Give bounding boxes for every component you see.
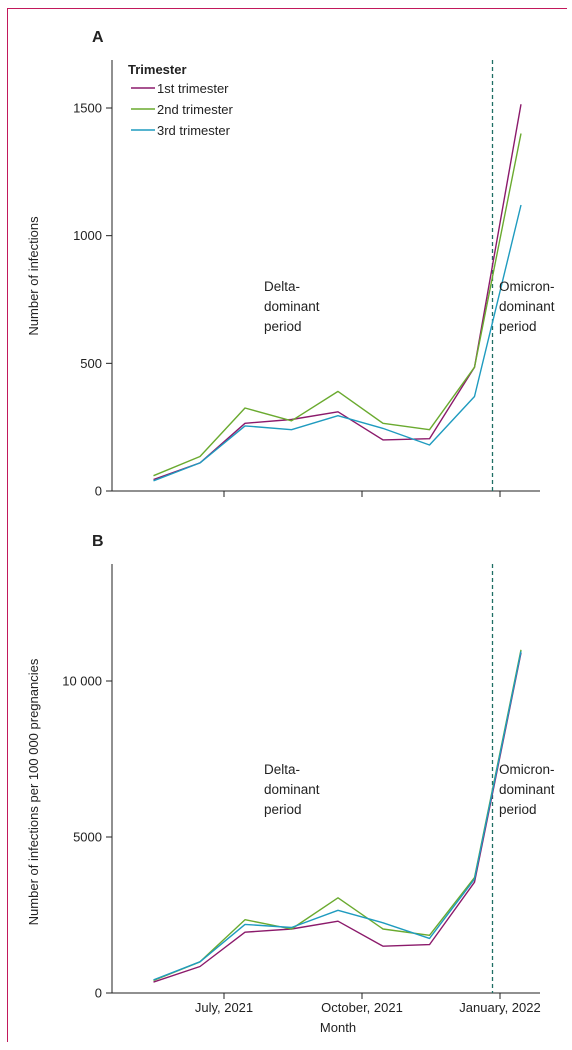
x-axis-title: Month <box>320 1020 356 1035</box>
legend-label-3rd-trimester: 3rd trimester <box>157 123 231 138</box>
y-tick-label: 500 <box>80 356 102 371</box>
panel-b-series <box>153 649 522 983</box>
panel-a: A Number of infections 0 500 1000 1500 Trim… <box>26 29 555 499</box>
omicron-annotation-line-3: period <box>499 319 537 334</box>
panel-a-series <box>153 104 522 482</box>
panel-b-y-ticks: 0 5000 10 000 <box>62 674 112 1001</box>
omicron-annotation-line-1: Omicron- <box>499 762 555 777</box>
y-tick-label: 5000 <box>73 830 102 845</box>
panel-b-x-ticks: July, 2021 October, 2021 January, 2022 <box>195 993 541 1015</box>
panel-a-letter: A <box>92 29 104 46</box>
y-tick-label: 1500 <box>73 101 102 116</box>
delta-annotation-line-2: dominant <box>264 782 320 797</box>
panel-b-line-1st-trimester <box>153 652 522 983</box>
delta-annotation-line-1: Delta- <box>264 762 300 777</box>
panel-a-omicron-annotation: Omicron- dominant period <box>499 279 555 334</box>
delta-annotation-line-3: period <box>264 319 302 334</box>
legend-label-2nd-trimester: 2nd trimester <box>157 102 234 117</box>
legend-label-1st-trimester: 1st trimester <box>157 81 229 96</box>
omicron-annotation-line-1: Omicron- <box>499 279 555 294</box>
panel-a-y-axis-title: Number of infections <box>26 216 41 336</box>
figure-frame <box>7 8 567 1042</box>
panel-a-line-3rd-trimester <box>153 204 522 482</box>
panel-b: B Number of infections per 100 000 pregn… <box>26 533 555 1035</box>
omicron-annotation-line-2: dominant <box>499 299 555 314</box>
panel-b-letter: B <box>92 533 104 550</box>
panel-b-y-axis-title: Number of infections per 100 000 pregnan… <box>26 658 41 925</box>
delta-annotation-line-1: Delta- <box>264 279 300 294</box>
panel-b-line-3rd-trimester <box>153 651 522 981</box>
panel-a-line-2nd-trimester <box>153 133 522 477</box>
panel-a-legend: Trimester 1st trimester 2nd trimester 3r… <box>128 62 234 138</box>
x-tick-label: October, 2021 <box>321 1000 403 1015</box>
y-tick-label: 1000 <box>73 228 102 243</box>
x-tick-label: January, 2022 <box>459 1000 540 1015</box>
delta-annotation-line-2: dominant <box>264 299 320 314</box>
y-tick-label: 0 <box>95 484 102 499</box>
delta-annotation-line-3: period <box>264 802 302 817</box>
omicron-annotation-line-3: period <box>499 802 537 817</box>
panel-b-line-2nd-trimester <box>153 649 522 982</box>
y-tick-label: 0 <box>95 986 102 1001</box>
panel-a-delta-annotation: Delta- dominant period <box>264 279 320 334</box>
panel-b-omicron-annotation: Omicron- dominant period <box>499 762 555 817</box>
panel-a-y-ticks: 0 500 1000 1500 <box>73 101 112 499</box>
legend-title: Trimester <box>128 62 187 77</box>
panel-b-delta-annotation: Delta- dominant period <box>264 762 320 817</box>
x-tick-label: July, 2021 <box>195 1000 253 1015</box>
panel-a-x-ticks <box>223 491 501 497</box>
omicron-annotation-line-2: dominant <box>499 782 555 797</box>
panel-a-line-1st-trimester <box>153 104 522 481</box>
y-tick-label: 10 000 <box>62 674 102 689</box>
